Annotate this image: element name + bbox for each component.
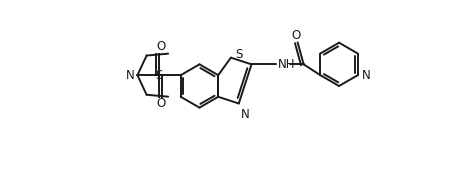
Text: O: O bbox=[291, 29, 301, 42]
Text: S: S bbox=[155, 69, 163, 82]
Text: S: S bbox=[235, 48, 242, 61]
Text: O: O bbox=[156, 40, 165, 53]
Text: N: N bbox=[362, 69, 371, 82]
Text: N: N bbox=[241, 108, 249, 121]
Text: N: N bbox=[126, 69, 135, 82]
Text: O: O bbox=[156, 97, 165, 110]
Text: NH: NH bbox=[278, 58, 296, 71]
